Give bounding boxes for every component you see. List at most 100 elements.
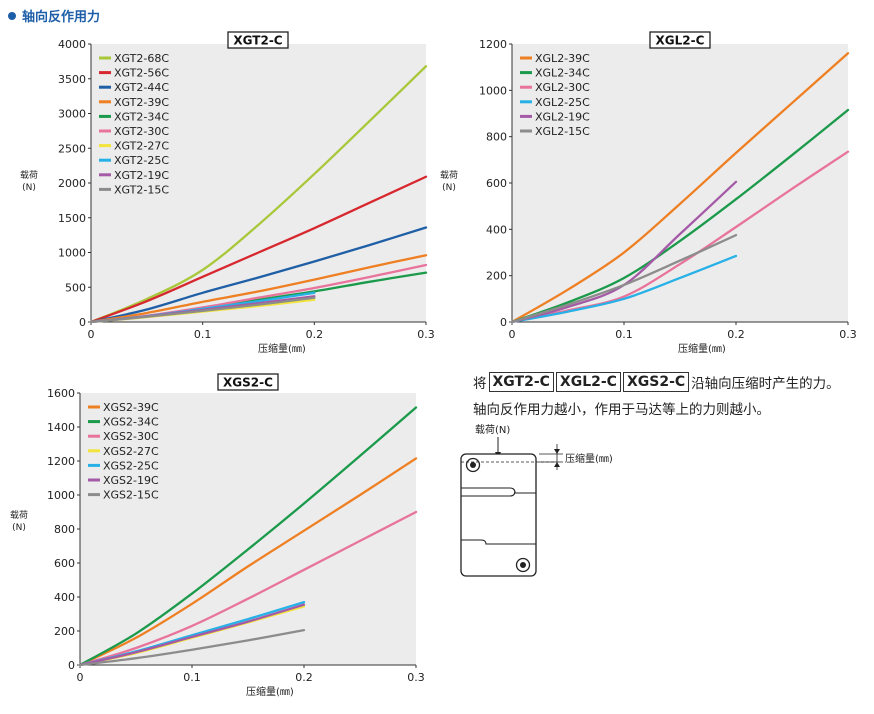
xgs2-series-XGS2-30C — [78, 510, 418, 667]
xgs2-y-tick-label: 1400 — [47, 421, 75, 434]
xgl2-y-tick-label: 1000 — [479, 84, 507, 97]
xgt2-x-tick-label: 0.2 — [306, 328, 324, 341]
xgl2-legend-label: XGL2-25C — [535, 96, 590, 109]
xgs2-y-tick-label: 1000 — [47, 489, 75, 502]
xgl2-legend-label: XGL2-39C — [535, 52, 590, 65]
xgs2-y-tick-label: 1600 — [47, 387, 75, 400]
xgt2-legend-label: XGT2-34C — [114, 110, 169, 123]
xgl2-x-tick-label: 0.2 — [727, 328, 745, 341]
xgt2-y-axis-label: 载荷 — [20, 169, 38, 181]
xgt2-legend-label: XGT2-25C — [114, 154, 169, 167]
xgt2-y-tick-label: 4000 — [58, 38, 86, 51]
xgt2-series-XGT2-68C — [89, 65, 428, 324]
xgl2-y-tick-label: 800 — [486, 131, 507, 144]
xgs2-series-XGS2-15C — [78, 629, 306, 667]
xgs2-legend-label: XGS2-34C — [103, 416, 159, 429]
series-tag-xgt2: XGT2-C — [488, 372, 554, 392]
xgt2-y-tick-label: 2000 — [58, 177, 86, 190]
slit-lower — [461, 539, 536, 545]
xgt2-y-tick-label: 500 — [65, 281, 86, 294]
xgs2-series-XGS2-39C — [78, 457, 418, 667]
xgs2-y-tick-label: 400 — [54, 591, 75, 604]
xgt2-series-XGT2-39C — [89, 254, 428, 324]
xgs2-y-axis-label: 载荷 — [10, 509, 28, 521]
xgs2-y-tick-label: 600 — [54, 557, 75, 570]
xgs2-x-axis-label: 压缩量(㎜) — [246, 685, 294, 698]
xgl2-y-axis-label: (N) — [442, 183, 456, 193]
xgl2-y-tick-label: 600 — [486, 177, 507, 190]
screw-bottom-inner — [520, 562, 526, 568]
xgl2-y-tick-label: 0 — [500, 316, 507, 329]
xgs2-legend-label: XGS2-15C — [103, 489, 159, 502]
xgt2-legend-label: XGT2-39C — [114, 96, 169, 109]
xgt2-legend-label: XGT2-44C — [114, 81, 169, 94]
xgs2-x-tick-label: 0.3 — [407, 671, 425, 684]
coupling-body — [460, 453, 537, 577]
xgs2-series-XGS2-34C — [78, 406, 418, 667]
load-label: 载荷(N) — [475, 424, 510, 436]
screw-bottom-outer — [515, 557, 531, 573]
dim-arrowhead-top — [554, 449, 560, 454]
xgt2-title-box — [227, 31, 289, 49]
xgl2-title-box — [649, 31, 711, 49]
xgs2-x-tick-label: 0 — [77, 671, 84, 684]
xgl2-x-tick-label: 0.1 — [615, 328, 633, 341]
xgl2-legend-label: XGL2-19C — [535, 110, 590, 123]
xgs2-y-tick-label: 200 — [54, 625, 75, 638]
xgt2-legend-label: XGT2-15C — [114, 183, 169, 196]
xgl2-x-axis-label: 压缩量(㎜) — [678, 342, 726, 355]
xgl2-legend-label: XGL2-34C — [535, 67, 590, 80]
xgt2-y-tick-label: 2500 — [58, 142, 86, 155]
xgl2-y-axis-label: 载荷 — [440, 169, 458, 181]
xgt2-legend-label: XGT2-68C — [114, 52, 169, 65]
xgt2-series-XGT2-44C — [89, 226, 428, 324]
xgl2-y-tick-label: 400 — [486, 223, 507, 236]
xgl2-x-tick-label: 0 — [509, 328, 516, 341]
xgs2-y-tick-label: 800 — [54, 523, 75, 536]
bullet-dot — [8, 11, 16, 20]
slit-upper-2 — [461, 490, 516, 497]
xgs2-legend-label: XGS2-19C — [103, 474, 159, 487]
xgs2-series-XGS2-19C — [78, 603, 306, 667]
xgs2-title-box — [217, 373, 279, 391]
xgs2-x-tick-label: 0.2 — [295, 671, 313, 684]
xgs2-legend-label: XGS2-30C — [103, 430, 159, 443]
xgt2-y-axis-label: (N) — [22, 183, 36, 193]
xgt2-y-tick-label: 3000 — [58, 108, 86, 121]
xgl2-legend-label: XGL2-30C — [535, 81, 590, 94]
xgl2-y-tick-label: 1200 — [479, 38, 507, 51]
xgs2-y-tick-label: 0 — [68, 659, 75, 672]
section-header: 轴向反作用力 — [8, 6, 100, 25]
xgt2-y-tick-label: 3500 — [58, 73, 86, 86]
xgs2-legend-label: XGS2-39C — [103, 401, 159, 414]
xgt2-series-XGT2-15C — [89, 296, 316, 324]
xgt2-y-tick-label: 1000 — [58, 247, 86, 260]
note-prefix: 将 — [473, 376, 487, 392]
screw-top-inner — [470, 462, 476, 468]
xgl2-series-XGL2-15C — [510, 233, 738, 324]
xgt2-y-tick-label: 1500 — [58, 212, 86, 225]
xgl2-title: XGL2-C — [656, 34, 705, 48]
xgl2-plot-area — [512, 44, 848, 322]
xgl2-x-tick-label: 0.3 — [839, 328, 857, 341]
compression-label: 压缩量(㎜) — [565, 452, 613, 465]
xgs2-x-tick-label: 0.1 — [183, 671, 201, 684]
xgt2-x-tick-label: 0.3 — [417, 328, 435, 341]
note-suffix: 沿轴向压缩时产生的力。 — [691, 376, 840, 392]
xgt2-legend-label: XGT2-27C — [114, 140, 169, 153]
xgl2-series-XGL2-39C — [510, 52, 850, 324]
screw-top-outer — [465, 457, 481, 473]
xgt2-legend-label: XGT2-30C — [114, 125, 169, 138]
xgt2-legend-label: XGT2-56C — [114, 67, 169, 80]
series-tag-xgl2: XGL2-C — [555, 372, 621, 392]
xgt2-x-tick-label: 0 — [88, 328, 95, 341]
xgs2-legend-label: XGS2-27C — [103, 445, 159, 458]
xgl2-y-tick-label: 200 — [486, 270, 507, 283]
description-line-1: 将 XGT2-C XGL2-C XGS2-C 沿轴向压缩时产生的力。 — [473, 372, 868, 392]
series-tag-xgs2: XGS2-C — [622, 372, 690, 392]
xgt2-legend-label: XGT2-19C — [114, 169, 169, 182]
xgs2-y-tick-label: 1200 — [47, 455, 75, 468]
xgt2-series-XGT2-56C — [89, 175, 428, 324]
xgs2-title: XGS2-C — [223, 376, 273, 390]
